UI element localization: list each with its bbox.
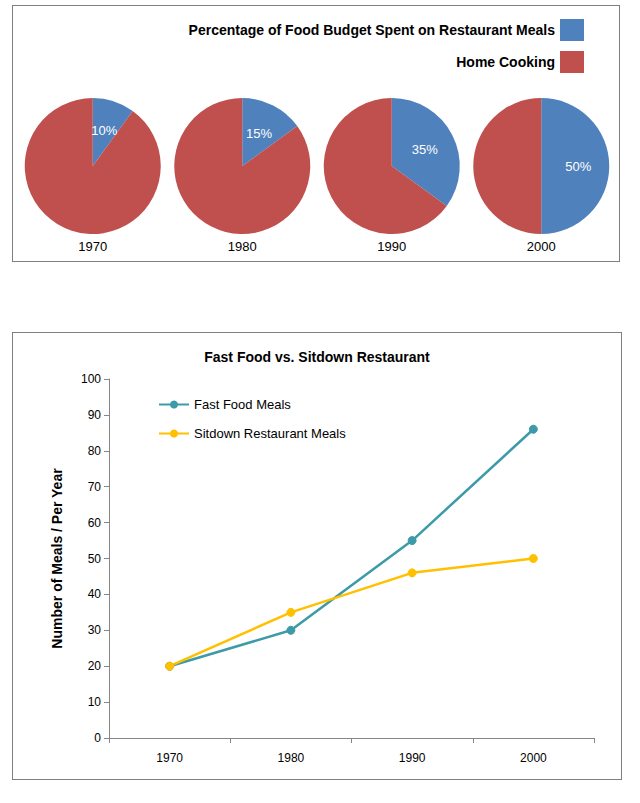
svg-text:35%: 35% (412, 142, 438, 157)
svg-text:1970: 1970 (156, 751, 183, 765)
svg-text:1970: 1970 (78, 239, 107, 254)
svg-text:1990: 1990 (399, 751, 426, 765)
svg-text:40: 40 (88, 587, 102, 601)
svg-text:60: 60 (88, 516, 102, 530)
svg-text:1980: 1980 (278, 751, 305, 765)
svg-text:Fast Food Meals: Fast Food Meals (194, 397, 291, 412)
svg-text:Number of Meals / Per Year: Number of Meals / Per Year (49, 468, 65, 649)
svg-text:30: 30 (88, 623, 102, 637)
svg-text:Fast Food vs. Sitdown Restaura: Fast Food vs. Sitdown Restaurant (204, 349, 430, 365)
svg-text:10%: 10% (91, 123, 117, 138)
svg-text:15%: 15% (246, 126, 272, 141)
svg-text:50%: 50% (565, 159, 591, 174)
svg-text:1990: 1990 (377, 239, 406, 254)
svg-text:2000: 2000 (520, 751, 547, 765)
svg-text:1980: 1980 (228, 239, 257, 254)
svg-text:0: 0 (94, 731, 101, 745)
svg-text:Percentage of Food Budget Spen: Percentage of Food Budget Spent on Resta… (189, 22, 556, 38)
svg-text:20: 20 (88, 659, 102, 673)
svg-text:10: 10 (88, 695, 102, 709)
svg-text:Sitdown Restaurant Meals: Sitdown Restaurant Meals (194, 426, 346, 441)
svg-text:90: 90 (88, 408, 102, 422)
svg-text:50: 50 (88, 552, 102, 566)
svg-text:80: 80 (88, 444, 102, 458)
svg-text:Home Cooking: Home Cooking (456, 54, 555, 70)
svg-text:100: 100 (81, 372, 101, 386)
svg-text:2000: 2000 (527, 239, 556, 254)
svg-text:70: 70 (88, 480, 102, 494)
